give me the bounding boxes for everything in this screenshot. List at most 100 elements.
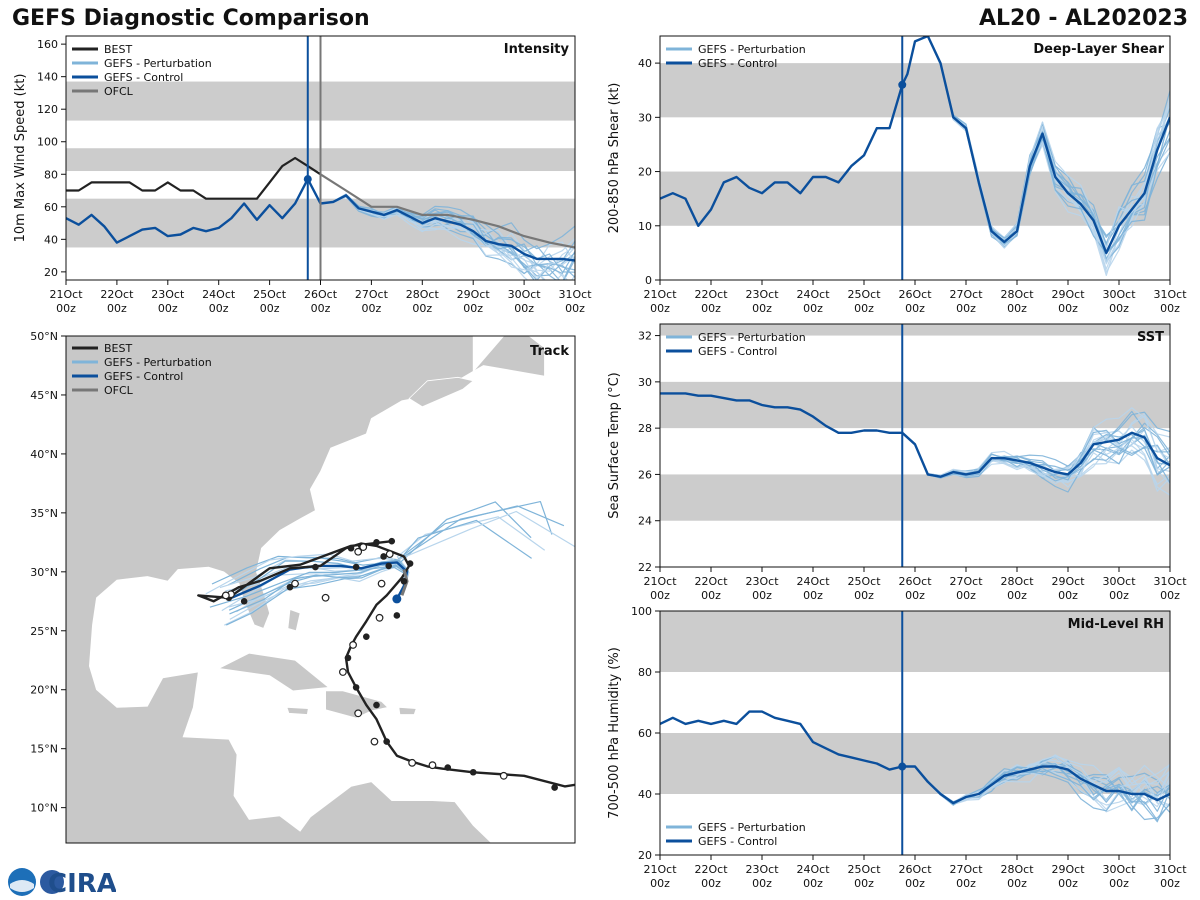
legend-label: GEFS - Perturbation — [104, 356, 212, 369]
x-tick-label: 27Oct — [949, 575, 983, 588]
x-tick-sublabel: 00z — [956, 877, 976, 890]
y-tick-label: 40 — [638, 57, 652, 70]
figure-title: GEFS Diagnostic Comparison — [12, 6, 370, 31]
x-tick-sublabel: 00z — [1109, 589, 1129, 602]
best-track-point-open — [321, 593, 330, 602]
x-tick-label: 23Oct — [151, 288, 185, 301]
globe-icon — [40, 870, 64, 894]
x-tick-sublabel: 00z — [107, 302, 127, 315]
x-tick-sublabel: 00z — [1007, 877, 1027, 890]
panel-shear — [655, 35, 1171, 285]
best-track-point-open — [377, 579, 386, 588]
x-tick-label: 28Oct — [1000, 288, 1034, 301]
x-tick-label: 31Oct — [558, 288, 592, 301]
x-tick-label: 25Oct — [253, 288, 287, 301]
y-tick-label: 26 — [638, 468, 652, 481]
y-tick-label: 40 — [638, 788, 652, 801]
best-track-point — [385, 562, 393, 570]
x-tick-sublabel: 00z — [752, 589, 772, 602]
land-polygon — [66, 336, 493, 843]
y-tick-label: 24 — [638, 515, 652, 528]
best-track-point-open — [385, 550, 394, 559]
x-tick-label: 30Oct — [1102, 288, 1136, 301]
x-tick-sublabel: 00z — [854, 589, 874, 602]
series-line-gefs-control — [660, 710, 1170, 805]
x-tick-sublabel: 00z — [752, 302, 772, 315]
series-line-gefs-control — [660, 36, 1170, 255]
x-tick-label: 29Oct — [1051, 288, 1085, 301]
init-marker — [303, 175, 312, 184]
best-track-point — [352, 563, 360, 571]
series-line-ofcl — [319, 173, 575, 249]
legend-label: GEFS - Perturbation — [698, 43, 806, 56]
panel-title: Track — [530, 344, 569, 359]
x-tick-sublabel: 00z — [1160, 302, 1180, 315]
x-tick-sublabel: 00z — [905, 877, 925, 890]
y-tick-label: 50°N — [30, 330, 58, 343]
series-line-best — [66, 156, 322, 200]
best-track-point — [352, 684, 360, 691]
panel-rh — [655, 610, 1171, 860]
series-line-gefs-control — [660, 392, 1170, 478]
x-tick-sublabel: 00z — [1058, 302, 1078, 315]
plot-area-shear — [660, 36, 1170, 276]
x-tick-sublabel: 00z — [412, 302, 432, 315]
x-tick-label: 26Oct — [898, 288, 932, 301]
land-polygon — [287, 608, 301, 632]
perturbation-member-line — [307, 178, 575, 273]
y-tick-label: 120 — [37, 103, 58, 116]
legend-label: BEST — [104, 43, 132, 56]
x-tick-label: 24Oct — [796, 575, 830, 588]
x-tick-label: 22Oct — [694, 288, 728, 301]
best-track-point-open — [428, 761, 437, 770]
best-track-point — [393, 612, 401, 619]
land-polygon — [286, 706, 309, 715]
best-track-point — [286, 583, 294, 591]
best-track-point — [380, 553, 387, 560]
x-tick-label: 31Oct — [1153, 288, 1187, 301]
x-tick-sublabel: 00z — [565, 302, 585, 315]
y-tick-label: 160 — [37, 38, 58, 51]
y-tick-label: 40 — [44, 233, 58, 246]
x-tick-sublabel: 00z — [56, 302, 76, 315]
legend-label: GEFS - Perturbation — [104, 57, 212, 70]
best-track-point — [240, 597, 248, 605]
x-tick-label: 24Oct — [202, 288, 236, 301]
y-tick-label: 30 — [638, 376, 652, 389]
storm-id-title: AL20 - AL202023 — [979, 6, 1188, 31]
x-tick-label: 27Oct — [355, 288, 389, 301]
x-tick-label: 26Oct — [898, 575, 932, 588]
x-tick-label: 31Oct — [1153, 863, 1187, 876]
best-track-point-open — [359, 543, 368, 551]
y-tick-label: 22 — [638, 561, 652, 574]
x-tick-label: 22Oct — [694, 575, 728, 588]
shaded-band — [660, 324, 1170, 336]
shaded-band — [660, 381, 1170, 429]
best-track-point-open — [349, 641, 357, 649]
best-track-point — [469, 768, 477, 776]
best-track-point-open — [338, 668, 347, 676]
panel-intensity — [61, 35, 576, 285]
y-tick-label: 30 — [638, 111, 652, 124]
best-track-point — [444, 764, 452, 771]
y-tick-label: 20 — [638, 849, 652, 862]
y-tick-label: 40°N — [30, 448, 58, 461]
best-track-point — [373, 701, 380, 709]
x-tick-sublabel: 00z — [1160, 589, 1180, 602]
best-track-point-open — [354, 547, 363, 556]
legend-label: OFCL — [104, 85, 134, 98]
x-tick-sublabel: 00z — [1058, 589, 1078, 602]
legend-label: GEFS - Control — [698, 835, 777, 848]
y-tick-label: 30°N — [30, 566, 58, 579]
best-track-point-open — [354, 709, 363, 718]
init-marker — [898, 80, 907, 89]
y-tick-label: 25°N — [30, 625, 58, 638]
x-tick-sublabel: 00z — [701, 589, 721, 602]
best-track-point — [577, 781, 584, 788]
y-tick-label: 45°N — [30, 389, 58, 402]
x-tick-sublabel: 00z — [650, 877, 670, 890]
x-tick-sublabel: 00z — [650, 589, 670, 602]
x-tick-sublabel: 00z — [311, 302, 331, 315]
y-tick-label: 140 — [37, 71, 58, 84]
